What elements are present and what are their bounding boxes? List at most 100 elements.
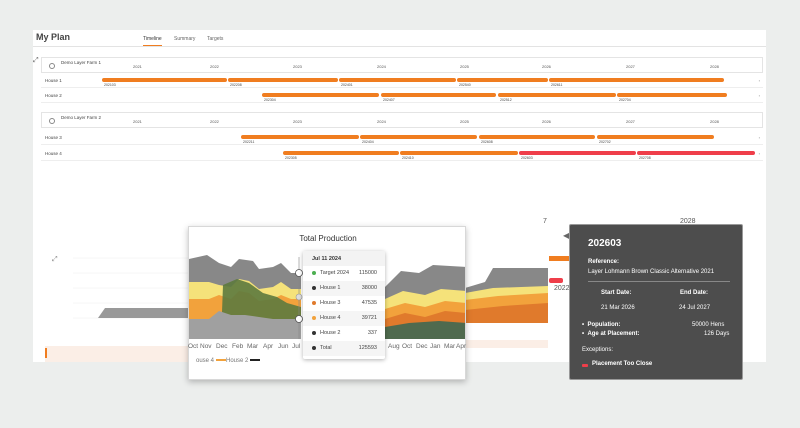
x-tick-label: Jun	[278, 343, 289, 350]
x-tick-label: Mar	[444, 343, 456, 350]
chart-title: Total Production	[299, 234, 357, 243]
legend-item[interactable]: ouse 4	[196, 358, 226, 364]
collapse-circle-icon[interactable]	[49, 118, 55, 124]
tooltip-series-value: 115000	[359, 270, 377, 276]
placement-reference-id: 202603	[588, 238, 622, 249]
year-label: 2024	[377, 64, 386, 69]
placement-bar[interactable]	[597, 135, 714, 139]
tooltip-series-value: 47535	[361, 300, 377, 306]
population-value: 50000 Hens	[692, 322, 725, 328]
placement-bar[interactable]	[102, 78, 227, 82]
expand-arrow-icon[interactable]: ⤢	[33, 57, 39, 64]
placement-id: 202401	[341, 83, 353, 87]
farm-name: Demo Layer Farm 2	[61, 115, 102, 120]
placement-id: 202407	[383, 98, 395, 102]
start-date-label: Start Date:	[601, 290, 632, 296]
tooltip-row: House 4 39721	[303, 311, 385, 326]
placement-bar[interactable]	[381, 93, 496, 97]
placement-id: 202103	[104, 83, 116, 87]
chevron-right-icon[interactable]: ›	[758, 135, 760, 140]
legend-swatch	[250, 359, 261, 362]
legend-label: ouse 4	[196, 358, 215, 364]
x-tick-label: Jul	[292, 343, 301, 350]
year-label: 2026	[542, 64, 551, 69]
placement-bar[interactable]	[241, 135, 359, 139]
farm-header: Demo Layer Farm 2 2021 2022 2023 2024 20…	[41, 112, 763, 128]
tooltip-series-name: House 3	[320, 300, 341, 306]
placement-bar-warning[interactable]	[637, 151, 755, 155]
placement-id: 202611	[551, 83, 563, 87]
placement-bar[interactable]	[549, 78, 724, 82]
start-date-value: 21 Mar 2026	[601, 305, 635, 311]
placement-id: 202540	[459, 83, 471, 87]
page-title: My Plan	[36, 32, 71, 42]
tooltip-series-value: 125593	[358, 345, 377, 351]
placement-id: 202704	[619, 98, 631, 102]
placement-bar[interactable]	[262, 93, 379, 97]
house-label: House 3	[45, 135, 62, 140]
background-chart	[45, 248, 582, 362]
chevron-right-icon[interactable]: ›	[758, 78, 760, 83]
x-tick-label: Feb	[232, 343, 244, 350]
area-house4	[189, 311, 301, 339]
placement-bar[interactable]	[498, 93, 616, 97]
placement-bar[interactable]	[339, 78, 456, 82]
legend-label: House 2	[226, 358, 249, 364]
farm-name: Demo Layer Farm 1	[61, 60, 102, 65]
exceptions-label: Exceptions:	[582, 347, 614, 353]
tooltip-series-name: Target 2024	[320, 270, 350, 276]
tooltip-series-value: 38000	[361, 285, 377, 291]
year-label: 2023	[293, 119, 302, 124]
x-tick-label: Oct	[188, 343, 199, 350]
tooltip-series-name: House 2	[320, 330, 341, 336]
tab-timeline[interactable]: Timeline	[143, 36, 162, 46]
expand-icon[interactable]: ⤢	[52, 256, 58, 263]
year-label: 2026	[542, 119, 551, 124]
legend-swatch	[215, 359, 226, 362]
end-date-label: End Date:	[680, 290, 709, 296]
placement-id: 202304	[264, 98, 276, 102]
placement-bar[interactable]	[617, 93, 727, 97]
reference-value: Layer Lohmann Brown Classic Alternative …	[588, 269, 715, 275]
placement-bar[interactable]	[360, 135, 477, 139]
tab-summary[interactable]: Summary	[174, 36, 196, 42]
placement-id: 202208	[230, 83, 242, 87]
placement-bar[interactable]	[400, 151, 518, 155]
x-tick-label: Aug	[388, 343, 400, 350]
year-label: 2027	[626, 119, 635, 124]
legend-dot-icon	[312, 346, 316, 350]
placement-bar[interactable]	[479, 135, 595, 139]
collapse-circle-icon[interactable]	[49, 63, 55, 69]
legend-item[interactable]: House 2	[226, 358, 261, 364]
placement-bar-warning[interactable]	[519, 151, 636, 155]
placement-bar[interactable]	[228, 78, 338, 82]
tab-targets[interactable]: Targets	[207, 36, 224, 42]
house-row: House 4 202305 202410 202603 202708 ›	[41, 147, 763, 161]
house-label: House 1	[45, 78, 62, 83]
placement-id: 202404	[362, 140, 374, 144]
placement-bar[interactable]	[457, 78, 548, 82]
legend-dot-icon	[312, 331, 316, 335]
x-tick-label: Apr	[456, 343, 467, 350]
chevron-right-icon[interactable]: ›	[758, 151, 760, 156]
population-label-text: Population:	[587, 322, 621, 328]
legend-dot-icon	[312, 316, 316, 320]
tooltip-series-name: Total	[320, 345, 332, 351]
background-year-label: 7	[543, 218, 547, 225]
legend-dot-icon	[312, 286, 316, 290]
placement-id: 202410	[402, 156, 414, 160]
year-label: 2028	[710, 119, 719, 124]
chevron-right-icon[interactable]: ›	[758, 93, 760, 98]
placement-bar[interactable]	[283, 151, 399, 155]
data-point	[295, 315, 303, 323]
year-label: 2021	[133, 64, 142, 69]
x-tick-label: Apr	[263, 343, 274, 350]
year-label: 2025	[460, 119, 469, 124]
farm-header: Demo Layer Farm 1 2021 2022 2023 2024 20…	[41, 57, 763, 73]
year-label: 2027	[626, 64, 635, 69]
tooltip-series-name: House 4	[320, 315, 341, 321]
end-date-value: 24 Jul 2027	[679, 305, 711, 311]
tooltip-row: Total 125593	[303, 341, 385, 356]
placement-id: 202603	[521, 156, 533, 160]
data-point	[295, 269, 303, 277]
